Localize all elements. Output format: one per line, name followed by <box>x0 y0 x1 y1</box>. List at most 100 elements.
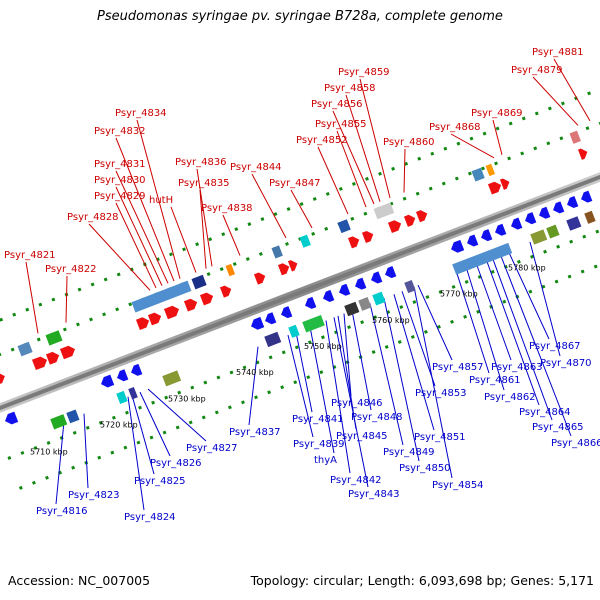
leader-line <box>290 189 313 229</box>
leader-line <box>383 298 420 462</box>
gene-feature <box>271 245 283 259</box>
kbp-label: 5780 kbp <box>508 263 546 272</box>
gene-label-top: Psyr_4836 <box>175 157 227 168</box>
leader-line <box>131 395 155 475</box>
gene-feature <box>553 201 565 214</box>
leader-line <box>88 223 151 291</box>
gene-label-top: Psyr_4834 <box>115 108 167 119</box>
gene-feature <box>299 234 311 248</box>
gene-feature <box>481 229 493 242</box>
gene-feature <box>485 163 496 177</box>
gene-feature <box>566 216 582 231</box>
genome-backbone-core <box>0 174 600 411</box>
gene-label-bottom: Psyr_4845 <box>336 431 388 442</box>
gene-label-bottom: Psyr_4865 <box>532 422 584 433</box>
leader-line <box>115 137 175 282</box>
gene-label-bottom: Psyr_4826 <box>150 458 202 469</box>
gene-label-bottom: Psyr_4863 <box>491 362 543 373</box>
gene-feature <box>577 148 588 160</box>
leader-line <box>401 291 436 387</box>
gene-feature <box>372 291 386 306</box>
leader-line <box>417 284 453 361</box>
gene-label-top: hutH <box>149 195 173 206</box>
track-guide <box>18 263 600 490</box>
gene-label-top: Psyr_4847 <box>269 178 321 189</box>
gene-feature <box>358 297 372 311</box>
gene-label-bottom: Psyr_4854 <box>432 480 484 491</box>
gene-feature <box>251 316 265 330</box>
gene-feature <box>344 301 360 317</box>
gene-feature <box>131 363 143 376</box>
gene-label-bottom: Psyr_4851 <box>414 432 466 443</box>
gene-feature <box>415 210 428 223</box>
gene-feature <box>337 219 351 234</box>
gene-feature <box>183 298 198 312</box>
gene-label-top: Psyr_4859 <box>338 67 390 78</box>
leader-line <box>317 146 349 215</box>
gene-feature <box>471 167 485 182</box>
leader-line <box>332 110 375 205</box>
gene-label-top: Psyr_4855 <box>315 119 367 130</box>
gene-label-bottom: Psyr_4849 <box>383 447 435 458</box>
kbp-label: 5770 kbp <box>440 290 478 299</box>
gene-feature <box>499 178 510 190</box>
kbp-label: 5710 kbp <box>30 447 68 456</box>
gene-label-top: Psyr_4838 <box>201 203 253 214</box>
gene-feature <box>584 210 596 224</box>
gene-label-bottom: Psyr_4816 <box>36 506 88 517</box>
leader-line <box>336 130 367 208</box>
leader-line <box>455 270 490 374</box>
kbp-label: 5740 kbp <box>236 368 274 377</box>
gene-label-bottom: Psyr_4837 <box>229 427 281 438</box>
leader-line <box>369 303 404 446</box>
gene-label-bottom: Psyr_4850 <box>399 463 451 474</box>
gene-feature <box>323 289 335 302</box>
leader-line <box>83 413 89 489</box>
leader-line <box>492 119 503 155</box>
gene-label-bottom: Psyr_4842 <box>330 475 382 486</box>
gene-feature <box>355 277 367 290</box>
gene-label-bottom: Psyr_4862 <box>484 392 536 403</box>
gene-feature <box>59 345 76 360</box>
leader-line <box>413 286 453 479</box>
leader-line <box>127 396 145 511</box>
kbp-label: 5720 kbp <box>100 421 138 430</box>
leader-line <box>55 421 65 505</box>
gene-feature <box>371 271 383 284</box>
gene-feature <box>281 306 293 319</box>
gene-feature <box>373 202 395 220</box>
kbp-label: 5760 kbp <box>372 316 410 325</box>
gene-label-bottom: Psyr_4846 <box>331 398 383 409</box>
gene-label-top: Psyr_4831 <box>94 159 146 170</box>
track-guide <box>7 228 600 460</box>
leader-line <box>507 250 550 340</box>
gene-label-top: Psyr_4822 <box>45 264 97 275</box>
gene-label-top: Psyr_4856 <box>311 99 363 110</box>
leader-line <box>475 262 512 361</box>
gene-feature <box>147 312 162 326</box>
gene-feature <box>467 234 479 247</box>
leader-line <box>345 94 381 202</box>
accession-text: Accession: NC_007005 <box>8 573 151 588</box>
leader-line <box>403 148 406 193</box>
leader-line <box>529 241 561 357</box>
gene-label-bottom: Psyr_4866 <box>551 438 600 449</box>
gene-label-bottom: Psyr_4841 <box>292 414 344 425</box>
gene-feature <box>581 190 593 203</box>
leader-line <box>147 388 207 442</box>
gene-label-top: Psyr_4852 <box>296 135 348 146</box>
gene-label-top: Psyr_4835 <box>178 178 230 189</box>
gene-feature <box>347 236 360 249</box>
gene-label-top: Psyr_4828 <box>67 212 119 223</box>
gene-label-top: Psyr_4860 <box>383 137 435 148</box>
leader-line <box>136 119 181 279</box>
leader-line <box>196 168 213 267</box>
gene-feature <box>569 130 581 144</box>
gene-feature <box>539 206 551 219</box>
gene-feature <box>163 305 180 320</box>
leader-line <box>115 202 157 289</box>
gene-feature <box>530 229 548 245</box>
gene-feature <box>17 341 33 357</box>
leader-line <box>333 317 369 488</box>
gene-label-bottom: Psyr_4861 <box>469 375 521 386</box>
